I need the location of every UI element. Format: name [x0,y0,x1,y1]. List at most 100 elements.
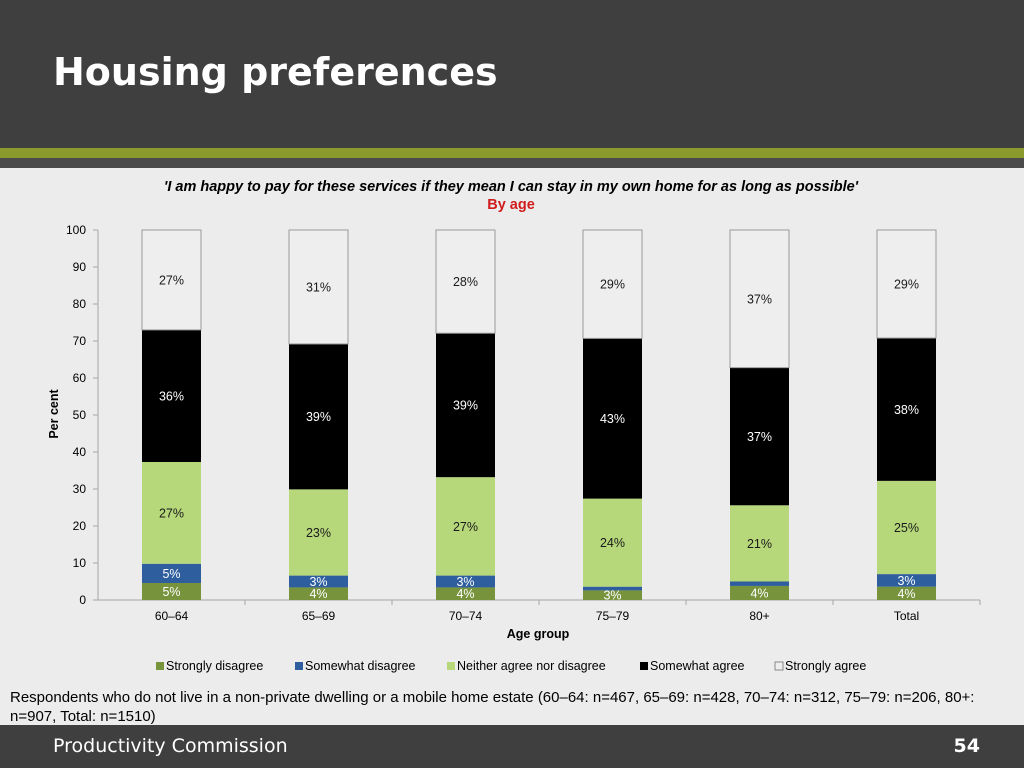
legend-label: Strongly disagree [166,659,263,673]
legend: Strongly disagree Somewhat disagree Neithe… [156,659,866,673]
y-tick-label: 50 [73,408,87,422]
bar-segment-strongly-agree [288,229,349,345]
data-label: 3% [603,589,621,603]
bar-segment-strongly-agree [141,229,202,331]
y-tick-label: 80 [73,297,87,311]
x-tick-label: 65–69 [302,609,336,623]
data-label: 5% [162,567,180,581]
y-axis-title: Per cent [47,389,61,439]
data-label: 3% [309,575,327,589]
y-tick-label: 40 [73,445,87,459]
y-tick-label: 0 [79,593,86,607]
bar-segment-strongly-agree [435,229,496,334]
respondents-note: Respondents who do not live in a non-pri… [10,689,975,725]
chart-subtitle: By age [487,197,535,213]
data-label: 36% [159,389,184,403]
legend-swatch [640,662,648,670]
data-label: 3% [897,574,915,588]
legend-label: Neither agree nor disagree [457,659,606,673]
data-label: 27% [453,520,478,534]
data-label: 4% [456,587,474,601]
y-tick-label: 100 [66,223,86,237]
x-tick-label: 70–74 [449,609,483,623]
legend-swatch [156,662,164,670]
data-label: 27% [159,506,184,520]
footer-organisation: Productivity Commission [53,735,288,757]
data-label: 29% [894,278,919,292]
data-label: 3% [456,575,474,589]
legend-swatch [447,662,455,670]
data-label: 25% [894,521,919,535]
y-tick-label: 30 [73,482,87,496]
stacked-bar-chart: 'I am happy to pay for these services if… [47,179,981,673]
data-label: 29% [600,278,625,292]
bar-segment-somewhat-agree [877,338,936,481]
bar-segment-strongly-disagree [730,585,789,600]
x-tick-label: 60–64 [155,609,189,623]
x-axis: 60–64 65–69 70–74 75–79 80+ Total [155,600,981,623]
y-tick-label: 20 [73,519,87,533]
data-label: 39% [453,399,478,413]
data-label: 37% [747,292,772,306]
data-label: 21% [747,537,772,551]
bar-segment-somewhat-agree [436,333,495,478]
data-label: 23% [306,526,331,540]
data-label: 43% [600,412,625,426]
bar-segment-strongly-agree [582,229,643,339]
y-axis: 0 10 20 30 40 50 60 70 80 90 100 [66,223,980,607]
data-label: 28% [453,275,478,289]
bar-segment-strongly-agree [876,229,937,339]
bar-segment-neither-agree-nor-disagree [436,477,495,576]
legend-label: Somewhat disagree [305,659,416,673]
x-axis-title: Age group [507,627,570,641]
data-label: 27% [159,273,184,287]
chart-title: 'I am happy to pay for these services if… [164,179,859,195]
data-label: 37% [747,430,772,444]
bar-segment-neither-agree-nor-disagree [583,498,642,587]
bar-segment-somewhat-agree [583,338,642,499]
bar-segment-somewhat-agree [142,329,201,462]
bar-segment-strongly-disagree [289,587,348,600]
x-tick-label: 75–79 [596,609,630,623]
data-label: 31% [306,280,331,294]
bar-segment-neither-agree-nor-disagree [877,480,936,575]
header-accent-stripe [0,148,1024,158]
bar-segment-strongly-disagree [877,586,936,600]
slide-header: Housing preferences [0,0,1024,148]
bar-segment-strongly-disagree [142,582,201,600]
data-label: 5% [162,585,180,599]
bar-segment-somewhat-disagree [730,581,789,586]
data-label: 38% [894,403,919,417]
x-tick-label: 80+ [749,609,769,623]
page-number: 54 [953,735,980,757]
bar-segment-somewhat-disagree [142,563,201,583]
x-tick-label: Total [894,609,919,623]
bar-segment-somewhat-disagree [436,575,495,588]
bar-segment-strongly-disagree [436,587,495,600]
legend-swatch [774,661,784,671]
bar-segment-somewhat-disagree [289,575,348,588]
legend-label: Strongly agree [785,659,866,673]
data-label: 4% [897,587,915,601]
y-tick-label: 70 [73,334,87,348]
y-tick-label: 10 [73,556,87,570]
y-tick-label: 60 [73,371,87,385]
data-label: 24% [600,536,625,550]
slide-footer: Productivity Commission 54 [0,725,1024,768]
bar-segment-neither-agree-nor-disagree [142,461,201,564]
bar-segment-neither-agree-nor-disagree [289,489,348,576]
data-label: 4% [750,586,768,600]
data-label: 39% [306,410,331,424]
bar-segment-strongly-agree [729,229,790,369]
y-tick-label: 90 [73,260,87,274]
bar-segment-somewhat-agree [289,343,348,490]
legend-label: Somewhat agree [650,659,745,673]
bar-segment-somewhat-disagree [583,586,642,591]
bar-segment-strongly-disagree [583,590,642,600]
data-label: 4% [309,587,327,601]
bar-segment-somewhat-agree [730,367,789,506]
slide-title: Housing preferences [53,50,498,94]
bars: 5%5%27%36%27%4%3%23%39%31%4%3%27%39%28%3… [141,229,937,603]
header-divider-stripe [0,158,1024,168]
bar-segment-somewhat-disagree [877,574,936,587]
